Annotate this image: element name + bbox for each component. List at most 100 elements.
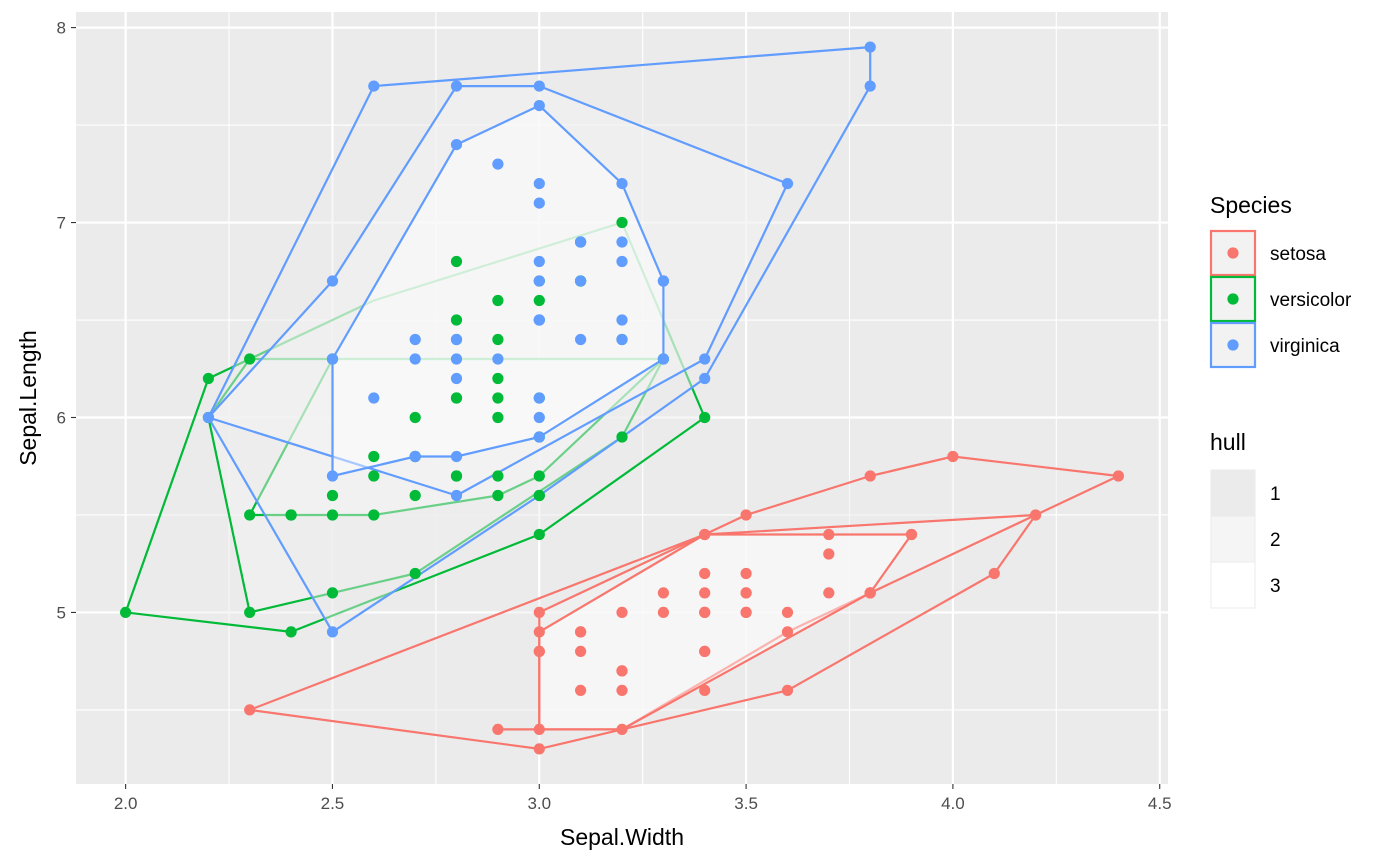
setosa-point — [823, 528, 835, 541]
setosa-point — [864, 587, 876, 599]
legend-dot-virginica — [1227, 339, 1239, 351]
virginica-point — [781, 178, 794, 190]
setosa-point — [575, 626, 587, 638]
setosa-point — [616, 723, 628, 736]
setosa-point — [823, 548, 835, 560]
virginica-point — [492, 353, 504, 365]
virginica-point — [657, 353, 670, 365]
versicolor-point — [409, 411, 421, 424]
setosa-hull-3 — [496, 533, 913, 731]
versicolor-point — [492, 470, 504, 482]
legend-dot-setosa — [1227, 247, 1239, 259]
versicolor-point — [326, 509, 339, 521]
hull-legend-key-1 — [1210, 469, 1256, 517]
legend-label-setosa: setosa — [1270, 244, 1326, 265]
versicolor-point — [244, 606, 256, 619]
y-tick-label: 5 — [57, 603, 66, 622]
versicolor-point — [326, 489, 339, 502]
setosa-point — [740, 567, 752, 580]
virginica-point — [450, 353, 463, 365]
setosa-point — [781, 606, 794, 619]
versicolor-point — [285, 626, 297, 638]
setosa-point — [740, 509, 752, 521]
x-tick-label: 3.0 — [527, 794, 551, 813]
setosa-point — [699, 528, 711, 541]
x-axis: 2.0 2.5 3.0 3.5 4.0 4.5 — [114, 784, 1172, 813]
virginica-point — [409, 333, 421, 346]
species-legend-title: Species — [1210, 192, 1292, 218]
versicolor-point — [409, 567, 421, 580]
versicolor-point — [492, 411, 504, 424]
setosa-point — [781, 626, 794, 638]
versicolor-point — [368, 470, 380, 482]
setosa-point — [905, 528, 918, 541]
y-tick-label: 8 — [57, 19, 66, 38]
virginica-point — [368, 392, 380, 404]
x-tick-label: 3.5 — [734, 794, 758, 813]
virginica-point — [533, 431, 545, 443]
virginica-point — [575, 333, 587, 346]
legend-label-virginica: virginica — [1270, 336, 1340, 357]
setosa-point — [699, 606, 711, 619]
versicolor-point — [450, 255, 463, 268]
hull-legend-key-3 — [1210, 561, 1256, 609]
versicolor-point — [699, 411, 711, 424]
versicolor-point — [244, 353, 256, 365]
versicolor-point — [409, 489, 421, 502]
setosa-point — [575, 684, 587, 697]
setosa-point — [740, 587, 752, 599]
setosa-point — [699, 567, 711, 580]
setosa-point — [533, 626, 545, 638]
versicolor-point — [533, 489, 545, 502]
hull-legend-label-2: 2 — [1270, 530, 1281, 551]
versicolor-point — [326, 587, 339, 599]
versicolor-point — [368, 450, 380, 463]
virginica-point — [326, 626, 339, 638]
virginica-point — [533, 178, 545, 190]
x-axis-title: Sepal.Width — [560, 824, 684, 850]
virginica-point — [368, 80, 380, 92]
versicolor-hull-2 — [207, 357, 665, 614]
hull-polygons — [124, 45, 1120, 751]
setosa-point — [781, 684, 794, 697]
virginica-point — [533, 197, 545, 209]
setosa-point — [947, 450, 959, 463]
versicolor-point — [368, 509, 380, 521]
virginica-point — [450, 489, 463, 502]
versicolor-point — [533, 470, 545, 482]
setosa-point — [244, 704, 256, 716]
versicolor-point — [285, 509, 297, 521]
virginica-point — [326, 353, 339, 365]
setosa-point — [988, 567, 1000, 580]
versicolor-point — [616, 216, 628, 229]
virginica-point — [616, 333, 628, 346]
versicolor-point — [533, 528, 545, 541]
versicolor-point — [450, 392, 463, 404]
versicolor-point — [492, 294, 504, 307]
versicolor-point — [492, 333, 504, 346]
setosa-point — [533, 743, 545, 755]
setosa-point — [492, 723, 504, 736]
virginica-point — [202, 411, 214, 424]
virginica-point — [533, 100, 545, 112]
setosa-point — [533, 606, 545, 619]
hull-legend-title: hull — [1210, 429, 1246, 455]
setosa-point — [699, 684, 711, 697]
setosa-point — [616, 665, 628, 677]
virginica-point — [533, 392, 545, 404]
virginica-point — [450, 139, 463, 151]
x-tick-label: 4.0 — [941, 794, 965, 813]
y-tick-label: 6 — [57, 408, 66, 427]
legend-label-versicolor: versicolor — [1270, 290, 1352, 311]
x-tick-label: 4.5 — [1148, 794, 1172, 813]
x-tick-label: 2.5 — [321, 794, 345, 813]
legend-dot-versicolor — [1227, 293, 1239, 305]
y-tick-label: 7 — [57, 214, 66, 233]
virginica-point — [616, 314, 628, 326]
versicolor-point — [533, 294, 545, 307]
virginica-point — [492, 158, 504, 170]
virginica-point — [533, 411, 545, 424]
virginica-point — [409, 450, 421, 463]
virginica-point — [616, 178, 628, 190]
